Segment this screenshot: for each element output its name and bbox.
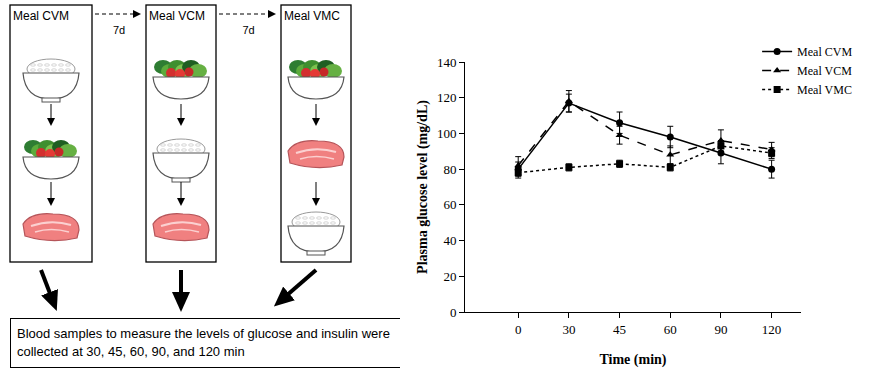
svg-text:Meal VMC: Meal VMC (284, 9, 340, 23)
svg-text:60: 60 (664, 322, 677, 337)
svg-text:20: 20 (443, 269, 456, 284)
svg-text:Meal VCM: Meal VCM (149, 9, 205, 23)
svg-text:7d: 7d (113, 24, 125, 36)
svg-text:Plasma glucose level (mg/dL): Plasma glucose level (mg/dL) (415, 100, 431, 274)
svg-text:80: 80 (443, 162, 456, 177)
svg-text:40: 40 (443, 233, 456, 248)
html-text:Blood samples to measure the l: Blood samples to measure the levels of g… (17, 326, 390, 359)
svg-text:120: 120 (437, 90, 457, 105)
svg-text:140: 140 (437, 55, 457, 70)
svg-text:60: 60 (443, 197, 456, 212)
svg-text:30: 30 (562, 322, 575, 337)
svg-text:Meal CVM: Meal CVM (13, 9, 69, 23)
svg-text:45: 45 (613, 322, 626, 337)
svg-text:0: 0 (515, 322, 522, 337)
svg-text:Time (min): Time (min) (599, 352, 666, 368)
svg-text:120: 120 (762, 322, 782, 337)
svg-text:Meal VMC: Meal VMC (797, 83, 852, 97)
svg-text:100: 100 (437, 126, 457, 141)
svg-text:90: 90 (714, 322, 727, 337)
svg-text:Meal CVM: Meal CVM (797, 45, 852, 59)
svg-text:Meal VCM: Meal VCM (797, 64, 852, 78)
svg-text:0: 0 (450, 305, 457, 320)
svg-text:7d: 7d (242, 24, 254, 36)
